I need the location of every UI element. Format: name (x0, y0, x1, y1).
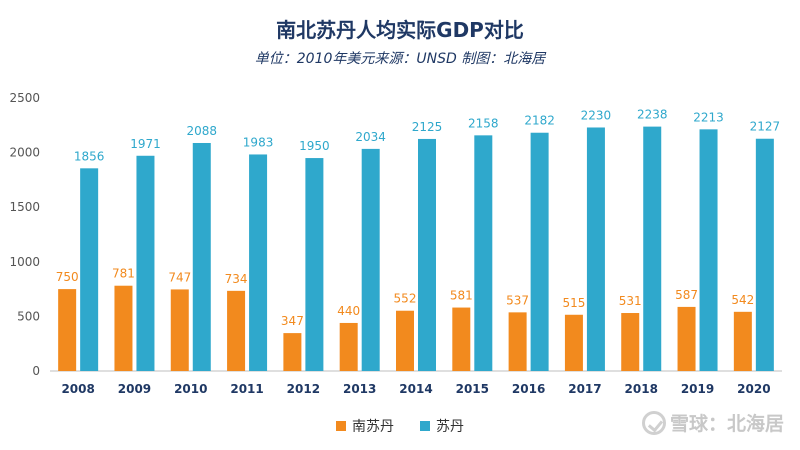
legend-label-sudan: 苏丹 (436, 419, 464, 435)
y-tick-label: 1500 (9, 200, 40, 214)
data-label: 542 (731, 293, 754, 307)
bar (508, 312, 527, 371)
bar (677, 306, 696, 371)
x-tick-label: 2010 (174, 382, 207, 396)
x-tick-label: 2013 (343, 382, 376, 396)
data-label: 515 (562, 296, 585, 310)
bar (474, 135, 493, 371)
bar (339, 322, 358, 371)
bar (136, 155, 155, 371)
snowball-logo-icon (641, 410, 666, 435)
data-label: 2125 (412, 120, 443, 134)
bar (452, 307, 471, 371)
data-label: 2182 (524, 114, 555, 128)
bar (80, 168, 99, 371)
x-tick-label: 2019 (681, 382, 714, 396)
data-label: 440 (337, 304, 360, 318)
x-tick-label: 2008 (61, 382, 94, 396)
x-tick-label: 2012 (287, 382, 320, 396)
watermark: 雪球：北海居 (641, 409, 784, 436)
legend: 南苏丹 苏丹 (0, 416, 800, 436)
x-tick-label: 2017 (568, 382, 601, 396)
data-label: 1950 (299, 139, 330, 153)
data-label: 552 (394, 292, 417, 306)
bar (305, 158, 324, 371)
y-tick-label: 500 (17, 309, 40, 323)
data-label: 347 (281, 314, 304, 328)
bar (249, 154, 268, 371)
y-tick-label: 1000 (9, 255, 40, 269)
data-label: 2213 (693, 110, 724, 124)
bar (733, 311, 752, 371)
data-label: 734 (225, 272, 248, 286)
bar (755, 138, 774, 371)
bar (227, 290, 246, 371)
data-label: 2034 (355, 130, 386, 144)
data-label: 747 (168, 270, 191, 284)
data-label: 1971 (130, 137, 161, 151)
bar (192, 142, 211, 371)
bar (564, 314, 583, 371)
bar (396, 310, 414, 371)
y-tick-label: 2500 (9, 91, 40, 105)
data-label: 2158 (468, 116, 499, 130)
legend-swatch-south-sudan (336, 421, 346, 431)
data-label: 2238 (637, 108, 668, 122)
bar (586, 127, 605, 371)
y-tick-label: 2000 (9, 146, 40, 160)
data-label: 537 (506, 293, 529, 307)
x-tick-label: 2014 (399, 382, 432, 396)
x-tick-label: 2011 (230, 382, 263, 396)
legend-label-south-sudan: 南苏丹 (352, 419, 394, 435)
legend-item-sudan: 苏丹 (420, 416, 464, 436)
bar (170, 289, 189, 371)
bar (58, 289, 77, 371)
bar (621, 313, 640, 371)
data-label: 531 (619, 294, 642, 308)
data-label: 587 (675, 288, 698, 302)
chart-title: 南北苏丹人均实际GDP对比 (276, 18, 524, 42)
x-tick-label: 2016 (512, 382, 545, 396)
bar (530, 132, 549, 371)
watermark-text: 雪球：北海居 (669, 413, 784, 435)
data-label: 2230 (581, 108, 612, 122)
bar (114, 285, 133, 371)
bar (643, 126, 662, 371)
x-tick-label: 2020 (737, 382, 770, 396)
x-tick-label: 2018 (625, 382, 658, 396)
chart-subtitle: 单位：2010年美元来源：UNSD 制图：北海居 (254, 51, 546, 67)
x-tick-label: 2009 (118, 382, 151, 396)
data-label: 2127 (750, 120, 781, 134)
y-tick-label: 0 (32, 364, 40, 378)
data-label: 2088 (186, 124, 217, 138)
bar (699, 129, 718, 371)
data-label: 581 (450, 289, 473, 303)
bar (283, 333, 302, 371)
x-tick-label: 2015 (456, 382, 489, 396)
legend-item-south-sudan: 南苏丹 (336, 416, 394, 436)
bar (418, 138, 436, 371)
data-label: 1983 (243, 135, 274, 149)
data-label: 781 (112, 267, 135, 281)
bar (361, 148, 380, 371)
legend-swatch-sudan (420, 421, 430, 431)
data-label: 750 (56, 270, 79, 284)
data-label: 1856 (74, 149, 105, 163)
